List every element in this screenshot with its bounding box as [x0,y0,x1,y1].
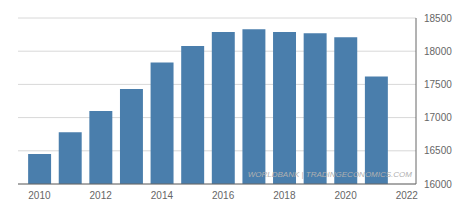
svg-text:2012: 2012 [90,190,113,201]
svg-text:2020: 2020 [334,190,357,201]
svg-text:2016: 2016 [212,190,235,201]
html-text:WORLDBANK | TRADINGECONOMICS.C: WORLDBANK | TRADINGECONOMICS.COM [247,170,412,179]
svg-text:2014: 2014 [151,190,174,201]
svg-text:18000: 18000 [424,46,452,57]
svg-text:2022: 2022 [396,190,419,201]
svg-text:17500: 17500 [424,79,452,90]
svg-text:18500: 18500 [424,13,452,24]
svg-text:2010: 2010 [28,190,51,201]
svg-text:16500: 16500 [424,145,452,156]
svg-text:16000: 16000 [424,179,452,190]
svg-text:2018: 2018 [273,190,296,201]
svg-text:17000: 17000 [424,112,452,123]
